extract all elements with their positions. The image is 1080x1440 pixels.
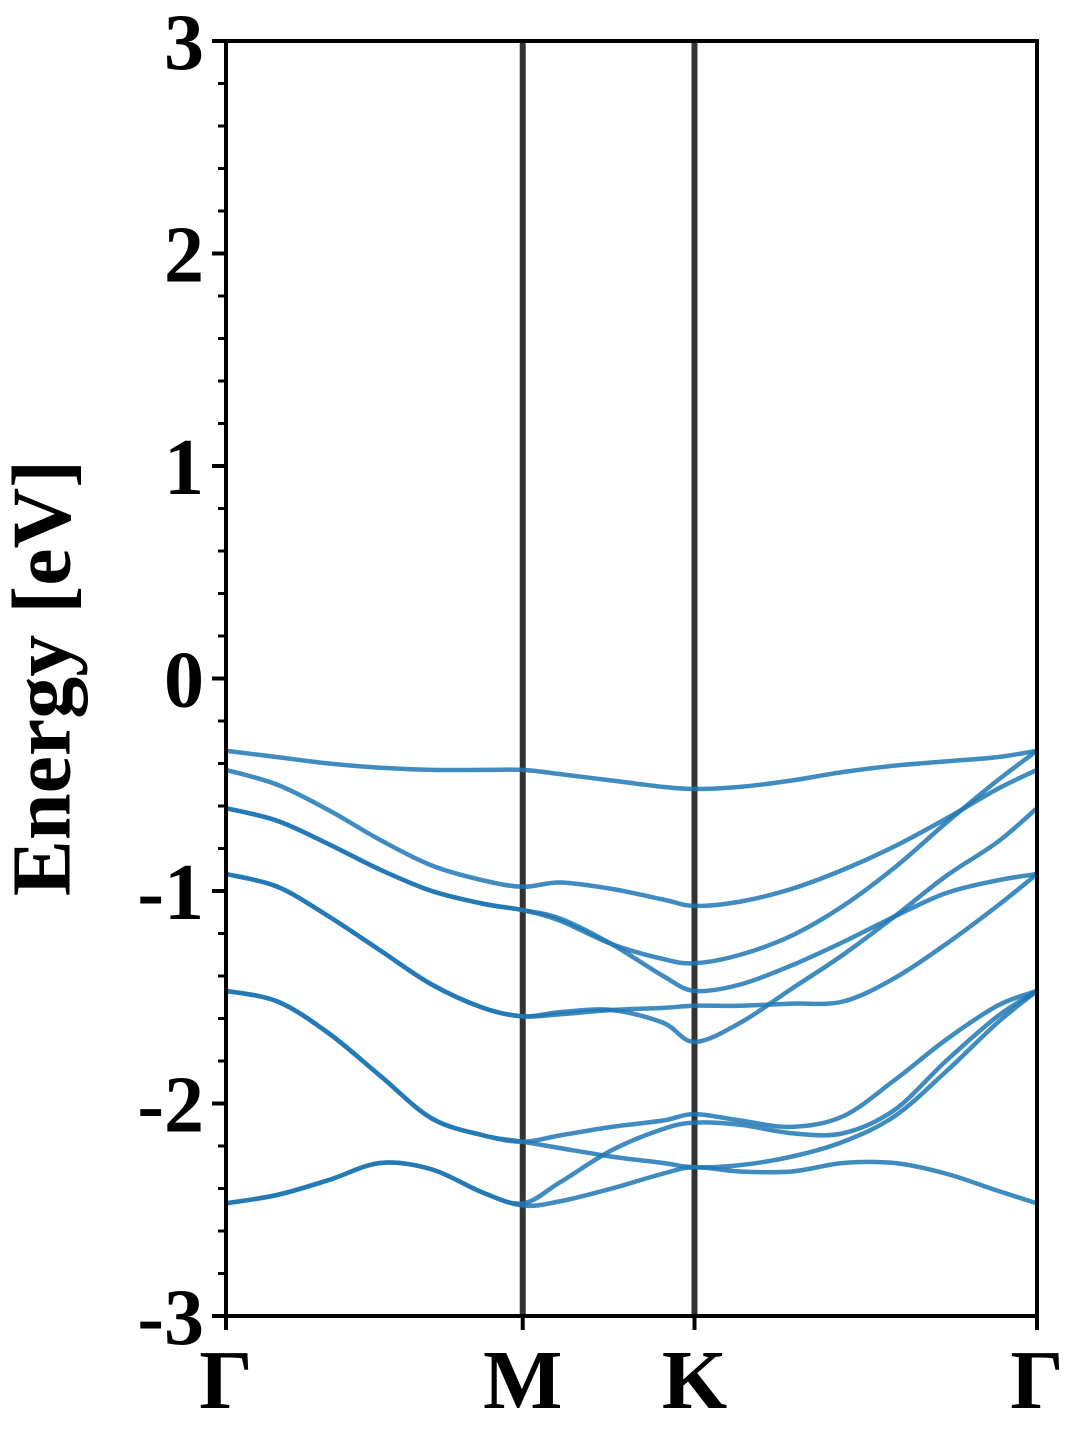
- band: [225, 988, 1039, 1170]
- band: [225, 871, 1039, 1019]
- y-tick-label: -2: [137, 1062, 204, 1150]
- y-axis-label: Energy [eV]: [0, 460, 88, 896]
- y-tick-label: 1: [164, 424, 204, 512]
- band: [225, 767, 1038, 909]
- x-tick-label: Γ: [199, 1334, 252, 1427]
- band: [225, 748, 1038, 792]
- y-tick-label: -3: [137, 1274, 204, 1362]
- x-tick-label: Γ: [1010, 1334, 1063, 1427]
- x-tick-label: M: [483, 1334, 562, 1427]
- band: [225, 806, 1039, 1045]
- band: [225, 1159, 1038, 1209]
- y-tick-label: 0: [164, 637, 204, 725]
- x-tick-label: K: [662, 1334, 727, 1427]
- y-tick-label: 3: [164, 0, 204, 87]
- y-tick-label: 2: [164, 212, 204, 300]
- y-tick-label: -1: [137, 849, 204, 937]
